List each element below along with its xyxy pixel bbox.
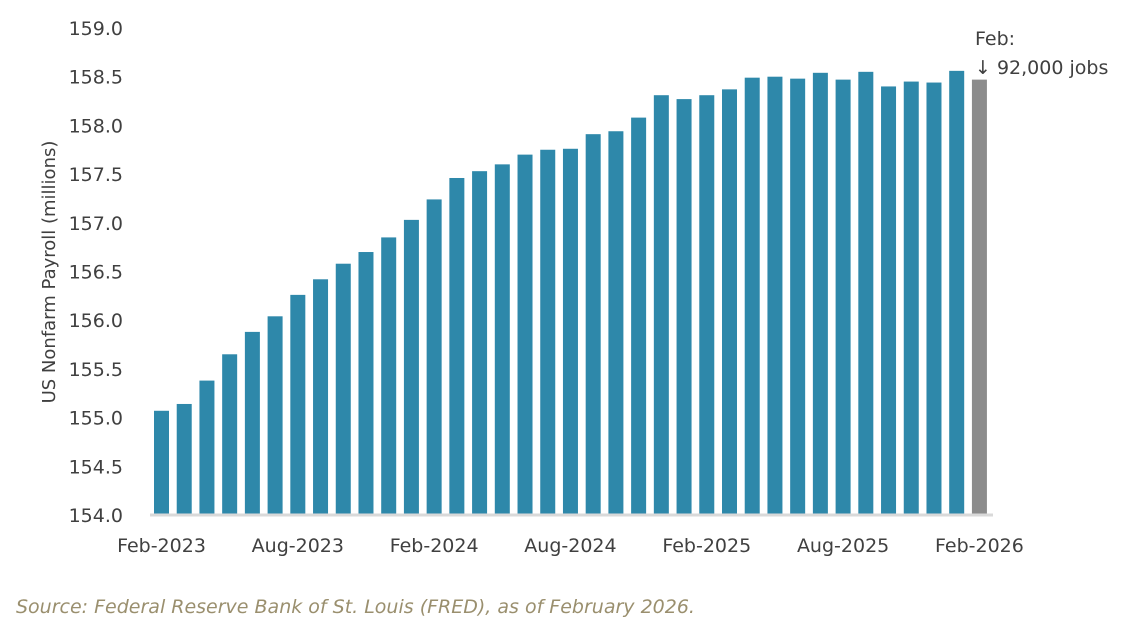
bar bbox=[244, 331, 260, 515]
bars bbox=[154, 70, 987, 516]
y-tick-label: 155.5 bbox=[69, 359, 123, 381]
bar bbox=[517, 154, 533, 515]
bar bbox=[381, 237, 397, 515]
y-tick-label: 156.5 bbox=[69, 262, 123, 284]
bar bbox=[835, 79, 851, 515]
bar bbox=[812, 72, 828, 515]
y-tick-label: 159.0 bbox=[69, 18, 123, 40]
y-tick-label: 155.0 bbox=[69, 408, 123, 430]
y-tick-label: 154.5 bbox=[69, 456, 123, 478]
source-note: Source: Federal Reserve Bank of St. Loui… bbox=[16, 596, 695, 618]
y-axis-title: US Nonfarm Payroll (millions) bbox=[39, 141, 60, 404]
bar bbox=[699, 95, 715, 516]
x-tick-label: Feb-2023 bbox=[117, 535, 206, 557]
bar bbox=[608, 131, 624, 515]
bar bbox=[540, 149, 556, 515]
bar bbox=[767, 76, 783, 515]
bar bbox=[676, 99, 692, 516]
annotation-line-2: ↓ 92,000 jobs bbox=[975, 57, 1108, 79]
x-tick-label: Feb-2025 bbox=[662, 535, 751, 557]
bar bbox=[290, 294, 306, 515]
x-axis: Feb-2023 Aug-2023 Feb-2024 Aug-2024 Feb-2025… bbox=[117, 535, 1024, 557]
bar bbox=[562, 148, 578, 515]
y-tick-label: 156.0 bbox=[69, 310, 123, 332]
bar bbox=[154, 410, 169, 515]
x-tick-label: Aug-2025 bbox=[797, 535, 889, 557]
bar bbox=[858, 71, 874, 515]
x-tick-label: Feb-2026 bbox=[935, 535, 1024, 557]
bar bbox=[199, 380, 215, 515]
annotation-line-1: Feb: bbox=[975, 28, 1015, 50]
y-tick-label: 158.5 bbox=[69, 67, 123, 89]
bar bbox=[494, 164, 510, 516]
bar bbox=[222, 354, 238, 515]
bar bbox=[403, 219, 419, 516]
bar bbox=[449, 177, 465, 515]
bar-highlight bbox=[971, 79, 987, 515]
bar bbox=[631, 117, 647, 515]
bar bbox=[176, 403, 192, 515]
bar bbox=[653, 95, 669, 516]
bar bbox=[585, 134, 601, 515]
y-tick-label: 157.0 bbox=[69, 213, 123, 235]
bar bbox=[722, 89, 737, 515]
bar bbox=[358, 252, 374, 515]
y-tick-label: 154.0 bbox=[69, 505, 123, 527]
bar bbox=[472, 171, 488, 516]
bar bbox=[903, 81, 919, 515]
bar bbox=[744, 77, 760, 515]
bar bbox=[926, 82, 942, 515]
y-tick-label: 157.5 bbox=[69, 164, 123, 186]
bar bbox=[790, 78, 806, 515]
y-tick-label: 158.0 bbox=[69, 115, 123, 137]
bar bbox=[881, 86, 897, 515]
bar bbox=[335, 263, 351, 515]
y-axis: 154.0 154.5 155.0 155.5 156.0 156.5 157.0 157.5… bbox=[69, 18, 123, 527]
bar bbox=[949, 70, 965, 515]
annotation: Feb: ↓ 92,000 jobs bbox=[975, 28, 1108, 79]
bar bbox=[267, 316, 283, 515]
bar bbox=[426, 199, 442, 515]
x-tick-label: Feb-2024 bbox=[390, 535, 479, 557]
x-tick-label: Aug-2024 bbox=[524, 535, 616, 557]
x-tick-label: Aug-2023 bbox=[252, 535, 344, 557]
bar bbox=[313, 279, 329, 515]
